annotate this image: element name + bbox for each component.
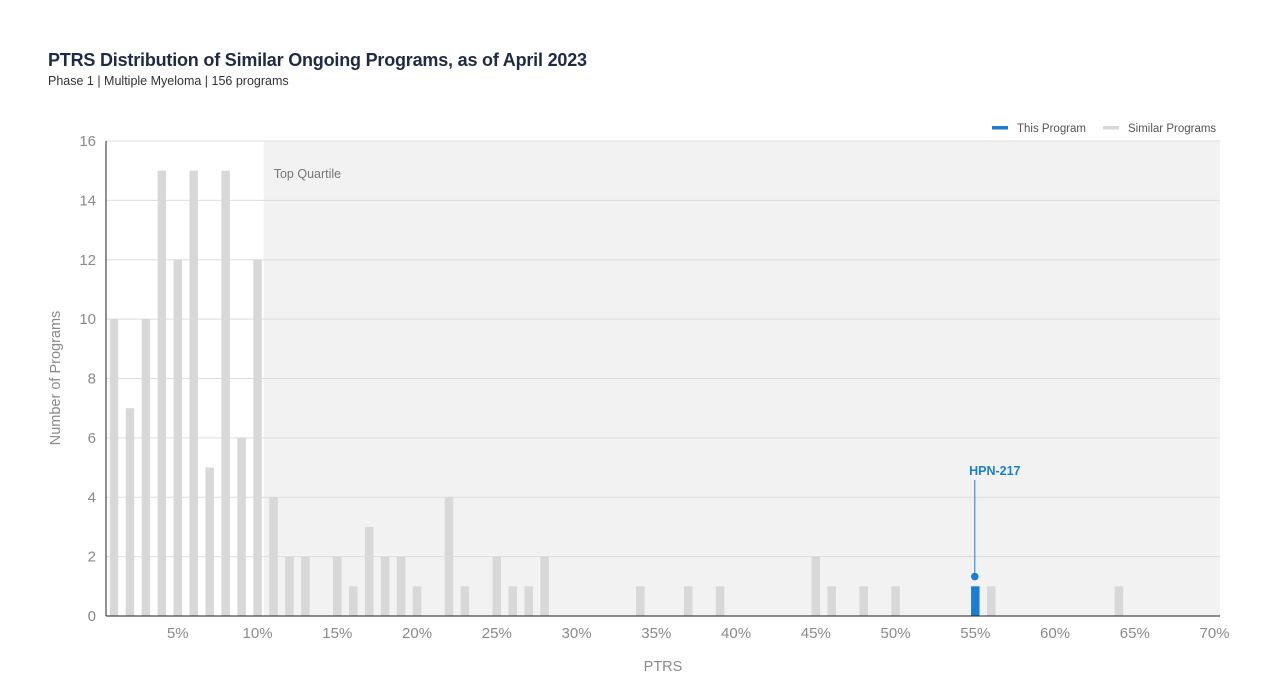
similar-programs-bar (173, 259, 183, 616)
x-tick-label: 55% (960, 625, 990, 642)
legend-label: Similar Programs (1128, 123, 1216, 135)
x-tick-label: 35% (641, 625, 671, 642)
similar-programs-bar (237, 437, 246, 616)
similar-programs-bar (492, 556, 502, 616)
x-tick-label: 65% (1120, 625, 1150, 642)
gridlines (106, 140, 1220, 558)
similar-programs-bar (301, 556, 310, 616)
similar-programs-bar (683, 586, 693, 616)
bars (109, 170, 1124, 616)
similar-programs-bar (1114, 586, 1124, 616)
similar-programs-bar (157, 170, 167, 616)
similar-programs-bar (859, 586, 868, 616)
annotations: HPN-217 (969, 464, 1021, 581)
y-tick-label: 16 (79, 133, 96, 150)
x-axis-title: PTRS (644, 659, 683, 675)
legend: This Program Similar Programs (992, 123, 1216, 135)
x-tick-label: 45% (801, 625, 831, 642)
legend-swatch (1103, 126, 1119, 130)
similar-programs-bar (827, 586, 836, 616)
similar-programs-bar (987, 586, 996, 616)
legend-swatch (992, 126, 1008, 130)
y-tick-label: 2 (88, 549, 96, 566)
y-axis-title: Number of Programs (48, 311, 64, 446)
similar-programs-bar (269, 497, 278, 616)
chart-title: PTRS Distribution of Similar Ongoing Pro… (48, 50, 587, 70)
annotation-label: HPN-217 (969, 464, 1020, 478)
tick-labels: 0 2 4 6 8 10 12 14 16 5% 10% 15% 20% 25% 30% 35% 40% 45% 5… (79, 133, 1229, 642)
similar-programs-bar (253, 259, 262, 616)
similar-programs-bar (285, 556, 294, 616)
similar-programs-bar (715, 586, 725, 616)
y-tick-label: 14 (79, 192, 96, 209)
similar-programs-bar (891, 586, 900, 616)
x-tick-label: 5% (167, 625, 189, 642)
y-tick-label: 10 (79, 311, 96, 328)
x-tick-label: 15% (322, 625, 352, 642)
similar-programs-bar (349, 586, 358, 616)
x-tick-label: 40% (721, 625, 751, 642)
similar-programs-bar (508, 586, 517, 616)
similar-programs-bar (189, 170, 198, 616)
x-tick-label: 30% (562, 625, 592, 642)
similar-programs-bar (396, 556, 406, 616)
similar-programs-bar (540, 556, 549, 616)
top-quartile-label: Top Quartile (274, 167, 341, 181)
legend-label: This Program (1017, 123, 1086, 135)
axes (105, 141, 1220, 617)
y-tick-label: 4 (88, 489, 96, 506)
similar-programs-bar (811, 556, 821, 616)
x-tick-label: 10% (243, 625, 273, 642)
similar-programs-bar (412, 586, 422, 616)
similar-programs-bar (109, 319, 119, 616)
similar-programs-bar (125, 408, 135, 616)
similar-programs-bar (364, 526, 374, 616)
similar-programs-bar (333, 556, 342, 616)
similar-programs-bar (524, 586, 533, 616)
x-tick-label: 60% (1040, 625, 1070, 642)
x-tick-label: 20% (402, 625, 432, 642)
similar-programs-bar (460, 586, 470, 616)
chart-subtitle: Phase 1 | Multiple Myeloma | 156 program… (48, 74, 289, 88)
y-tick-label: 12 (79, 252, 96, 269)
x-tick-label: 70% (1200, 625, 1230, 642)
similar-programs-bar (205, 467, 214, 616)
annotation-marker (971, 572, 979, 581)
y-tick-label: 6 (88, 430, 96, 447)
x-tick-label: 50% (881, 625, 911, 642)
y-tick-label: 8 (88, 371, 96, 388)
this-program-bar (971, 586, 980, 616)
x-tick-label: 25% (482, 625, 512, 642)
similar-programs-bar (221, 170, 230, 616)
similar-programs-bar (636, 586, 645, 616)
similar-programs-bar (141, 319, 151, 616)
similar-programs-bar (380, 556, 390, 616)
y-tick-label: 0 (88, 608, 96, 625)
similar-programs-bar (444, 497, 454, 616)
